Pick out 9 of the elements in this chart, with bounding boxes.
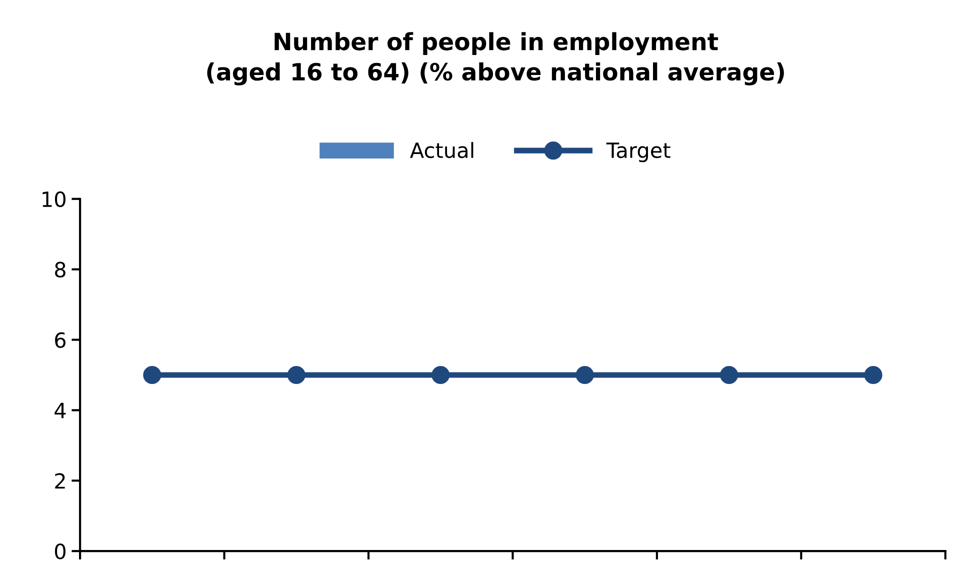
- legend-label: Target: [606, 142, 670, 162]
- legend-label: Actual: [410, 142, 474, 158]
- y-tick-label: 2: [55, 473, 65, 489]
- y-tick-label: 4: [54, 402, 66, 418]
- y-tick-label: 10: [42, 191, 66, 208]
- chart-title: Number of people in employment (aged 16 to 64) (% above national average): [207, 32, 784, 86]
- y-tick-label: 8: [55, 262, 66, 278]
- y-tick-label: 0: [54, 544, 66, 560]
- y-tick-label: 6: [55, 332, 66, 348]
